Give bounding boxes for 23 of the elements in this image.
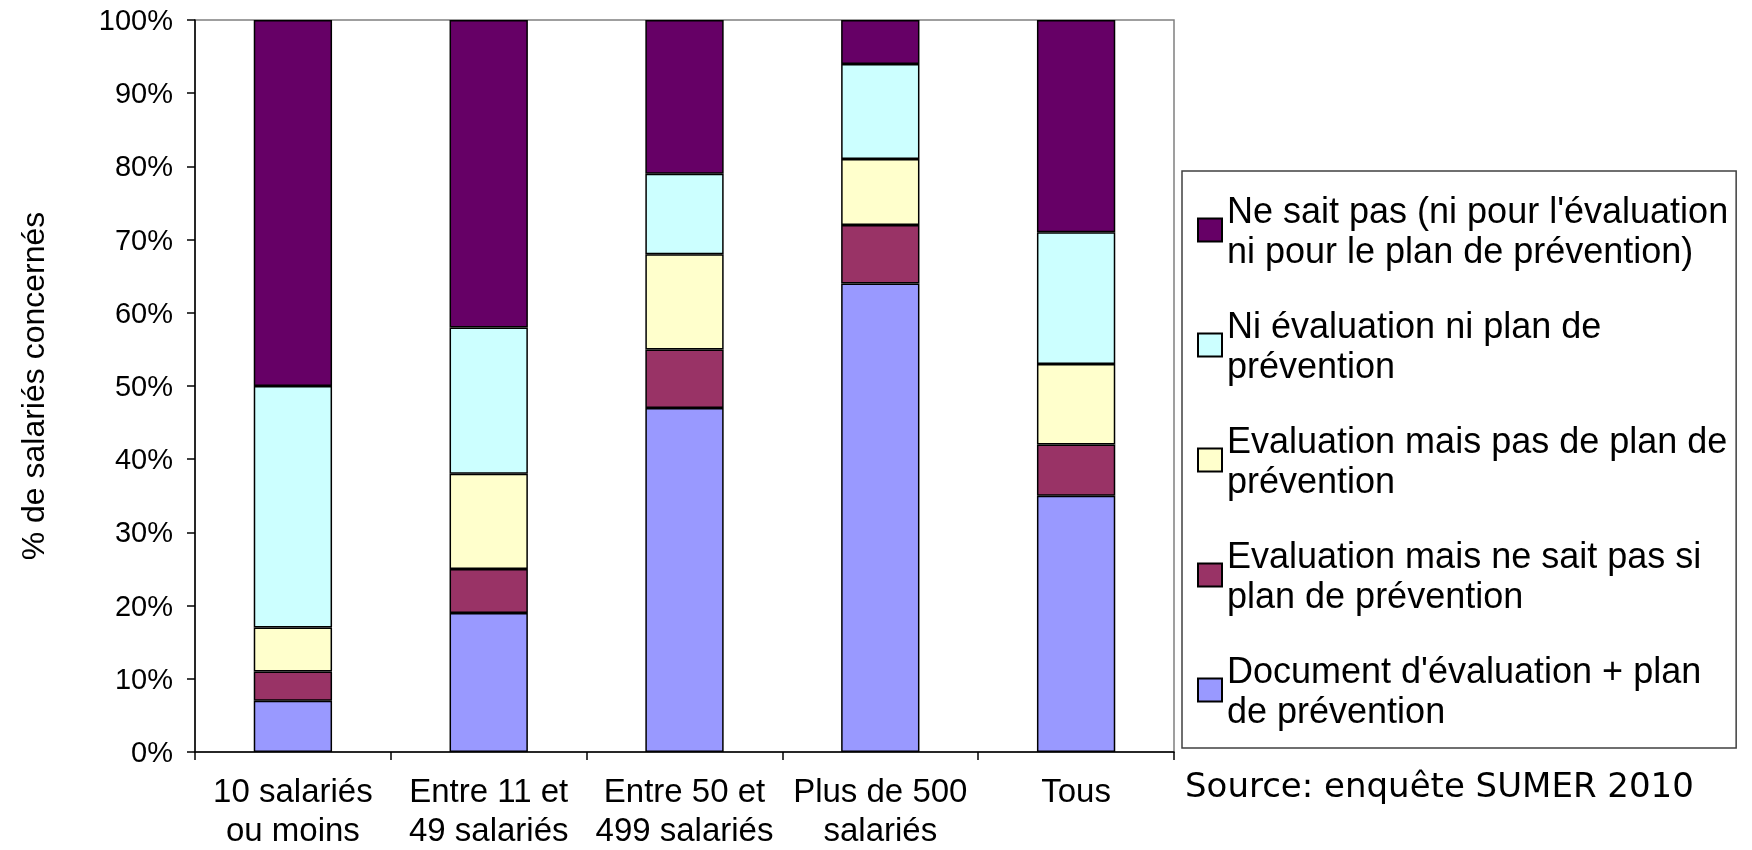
y-tick-label: 10% xyxy=(114,662,173,695)
x-tick-label: 10 salariés ou moins xyxy=(213,772,373,848)
x-tick-label: Plus de 500 salariés xyxy=(793,772,968,848)
source-note: Source: enquête SUMER 2010 xyxy=(1185,765,1694,805)
legend-label: Evaluation mais pas de plan de prévention xyxy=(1227,419,1728,501)
y-tick-label: 60% xyxy=(114,296,173,329)
y-tick-label: 0% xyxy=(131,736,173,768)
x-tick-label: Entre 50 et 499 salariés xyxy=(595,772,774,848)
y-tick-label: 70% xyxy=(114,223,173,256)
x-tick-label: Entre 11 et 49 salariés xyxy=(408,772,569,848)
y-tick-label: 40% xyxy=(114,443,173,476)
y-tick-label: 20% xyxy=(114,589,173,622)
y-axis-title: % de salariés concernés xyxy=(15,211,51,561)
y-tick-label: 80% xyxy=(114,150,173,183)
x-tick-label: Tous xyxy=(1041,772,1111,809)
y-tick-label: 50% xyxy=(114,370,173,402)
legend-label: Evaluation mais ne sait pas si plan de prévention xyxy=(1227,534,1702,616)
legend-label: Ne sait pas (ni pour l'évaluation ni pour le plan de prévention) xyxy=(1227,189,1729,271)
y-tick-label: 100% xyxy=(98,4,173,36)
legend-label: Ni évaluation ni plan de prévention xyxy=(1227,304,1602,386)
y-tick-label: 90% xyxy=(114,77,173,110)
y-tick-label: 30% xyxy=(114,516,173,549)
legend-label: Document d'évaluation + plan de prévention xyxy=(1227,649,1702,731)
